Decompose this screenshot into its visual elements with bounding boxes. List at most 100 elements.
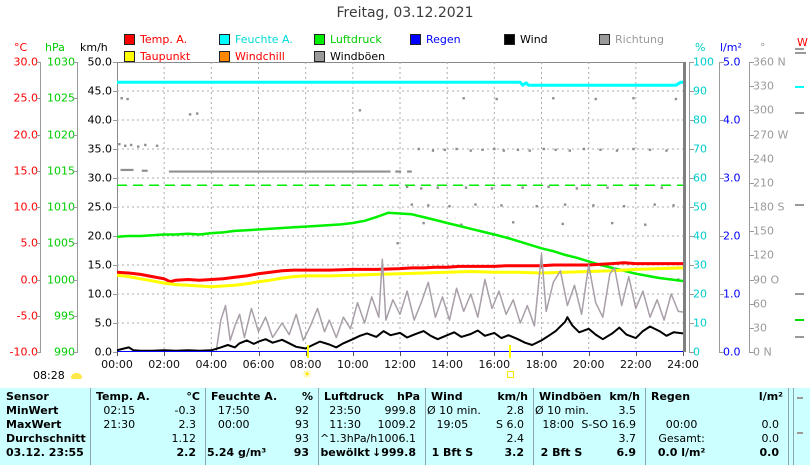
table-cell-value: S-SO 16.9 (581, 417, 636, 431)
legend-item-taupunkt: Taupunkt (124, 50, 190, 63)
table-cell: 18:00 S-SO 16.9 (535, 417, 643, 431)
series-richtung-point (188, 113, 192, 116)
table-cell-time: 0.0 l/m² (657, 445, 706, 459)
y-tick-label-humidity: 50 (693, 200, 707, 214)
y-tick-pressure (73, 170, 78, 172)
x-tick (117, 352, 118, 356)
series-richtung-point (622, 204, 626, 208)
y-tick-label-pressure: 990 (54, 345, 75, 359)
table-row-label: 03.12. 23:55 (6, 445, 84, 459)
y-tick-rain (719, 120, 724, 121)
radiation-unit-label: W (797, 36, 808, 49)
y-tick-label-direction: 90 O (753, 273, 780, 286)
x-tick (164, 352, 166, 356)
table-cell: 1 Bft S 3.2 (427, 445, 531, 459)
series-richtung-point (455, 147, 458, 151)
table-cell-value: S 6.0 (496, 417, 524, 431)
y-tick-label-direction: 330 (753, 79, 774, 93)
table-cell-value: 999.8 (384, 403, 417, 417)
y-tick-direction (749, 303, 754, 305)
table-cell-value: -0.3 (174, 403, 196, 417)
series-taupunkt (117, 266, 683, 289)
table-cell: Ø 10 min. 3.5 (535, 403, 643, 417)
table-cell: 5.24 g/m³ 93 (207, 445, 316, 459)
y-tick-label-pressure: 1010 (47, 200, 75, 214)
table-cell-time: Gesamt: (658, 431, 705, 445)
y-tick-pressure (73, 98, 78, 100)
table-cell-time: 02:15 (103, 403, 136, 417)
y-tick-label-wind: 20.0 (87, 229, 113, 243)
table-cell: 21:30 2.3 (92, 417, 203, 431)
legend-swatch (219, 51, 230, 62)
x-tick-label: 20:00 (572, 358, 605, 371)
y-tick-label-temp: 10.0 (13, 200, 39, 214)
legend-item-richtung: Richtung (599, 33, 664, 46)
y-tick-label-direction: 60 (753, 297, 767, 311)
series-richtung-point (464, 186, 468, 189)
y-tick-humidity (689, 236, 694, 237)
x-tick (211, 352, 213, 356)
series-richtung-point (118, 142, 121, 146)
table-header-unit: l/m² (758, 389, 783, 403)
table-header-unit: % (301, 389, 313, 403)
table-header-unit: °C (186, 389, 200, 403)
table-header-windb-en: Windböen km/h (539, 389, 643, 403)
table-cell-time: 5.24 g/m³ (207, 445, 267, 459)
y-tick-label-temp: 25.0 (13, 91, 39, 105)
table-cell: 1.12 (92, 431, 203, 445)
series-richtung-point (606, 186, 609, 189)
table-cell-time: bewölkt (320, 445, 370, 459)
y-tick-label-humidity: 0 (693, 345, 700, 359)
y-tick-label-direction: 0 N (753, 345, 772, 359)
y-tick-humidity (689, 323, 694, 324)
series-richtung-point (144, 143, 147, 147)
series-richtung-point (660, 186, 663, 189)
table-column-divider (318, 388, 319, 465)
table-cell-time: Ø 10 min. (535, 403, 589, 417)
legend-label: Feuchte A. (235, 33, 293, 46)
x-tick-label: 04:00 (195, 358, 228, 371)
table-cell: 00:00 93 (207, 417, 316, 431)
y-tick-wind (113, 120, 118, 121)
legend-swatch (314, 51, 325, 62)
table-cell-time: 2 Bft S (540, 445, 583, 459)
sunrise-axis-mark (307, 345, 310, 358)
table-header-title: Wind (431, 389, 463, 403)
y-tick-label-pressure: 1025 (47, 91, 75, 105)
table-cell: 11:30 1009.2 (320, 417, 423, 431)
y-tick-humidity (689, 120, 694, 121)
series-richtung-point (448, 204, 451, 208)
y-tick-label-humidity: 100 (693, 55, 714, 69)
sunset-axis-mark (509, 345, 512, 358)
y-tick-humidity (689, 207, 694, 208)
table-cell-value: 0.0 (761, 417, 780, 431)
series-richtung-point (512, 221, 515, 224)
current-value-mark (795, 336, 804, 338)
y-tick-rain (719, 62, 724, 63)
y-tick-direction (749, 158, 754, 160)
series-richtung-point (405, 185, 409, 189)
unit-label-4: l/m² (720, 41, 742, 54)
table-cell-time: ^1.3hPa/h (320, 431, 378, 445)
legend-item-windchill: Windchill (219, 50, 285, 63)
table-cell: ^1.3hPa/h 1006.1 (320, 431, 423, 445)
table-cell: 23:50 999.8 (320, 403, 423, 417)
series-wind (117, 316, 683, 352)
radiation-edge-mark (795, 52, 806, 54)
x-tick-label: 18:00 (525, 358, 558, 371)
y-tick-direction (749, 182, 754, 184)
y-tick-rain (719, 236, 724, 237)
table-cell-time: 18:00 (542, 417, 575, 431)
y-tick-label-direction: 120 (753, 248, 774, 262)
table-column-divider (645, 388, 646, 465)
table-header-feuchte-a-: Feuchte A.% (211, 389, 316, 403)
y-tick-wind (113, 149, 118, 150)
table-cell-value: 2.4 (506, 431, 525, 445)
y-tick-pressure (73, 315, 78, 317)
y-tick-label-pressure: 1020 (47, 128, 75, 141)
table-column-divider (788, 388, 789, 465)
legend-label: Taupunkt (140, 50, 191, 63)
y-tick-label-temp: 15.0 (13, 164, 39, 178)
table-cell-value: 93 (295, 417, 309, 431)
